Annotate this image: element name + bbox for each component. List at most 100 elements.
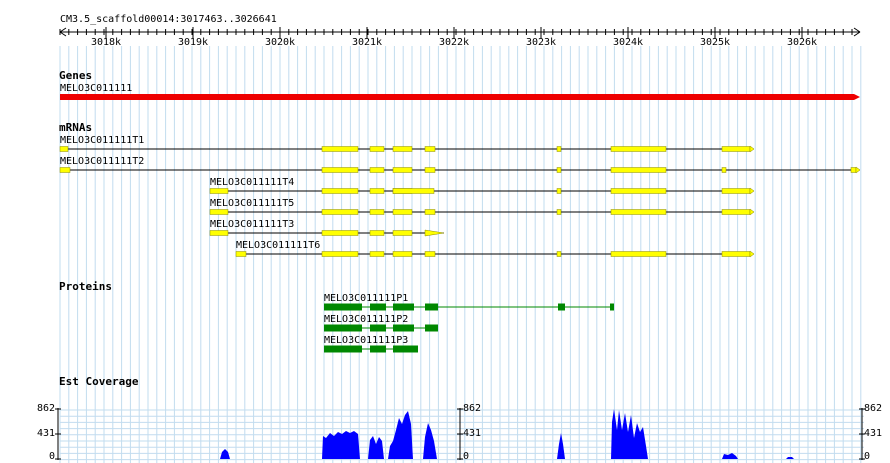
exon xyxy=(392,209,413,215)
exon xyxy=(392,230,413,236)
mrna-label-t5[interactable]: MELO3C011111T5 xyxy=(210,198,295,209)
coverage-peak xyxy=(388,411,413,459)
position-ruler xyxy=(59,27,861,38)
proteins-track xyxy=(324,303,614,353)
coverage-scale-max-left: 862 xyxy=(37,403,56,414)
protein-block xyxy=(324,324,362,332)
ruler-tick-label: 3026k xyxy=(786,37,818,48)
exon-end-arrow xyxy=(749,208,755,216)
mrna-label-t4[interactable]: MELO3C011111T4 xyxy=(210,177,295,188)
mrna-t4 xyxy=(209,187,755,195)
protein-p2 xyxy=(324,324,438,332)
coverage-peak xyxy=(557,433,565,459)
exon xyxy=(424,251,436,257)
exon xyxy=(321,251,359,257)
exon-end-arrow xyxy=(749,145,755,153)
exon xyxy=(392,188,435,194)
exon xyxy=(556,146,562,152)
coverage-scale-zero-left: 0 xyxy=(49,451,56,462)
proteins-track-header: Proteins xyxy=(59,280,112,293)
protein-block xyxy=(324,303,362,311)
exon xyxy=(424,146,436,152)
exon xyxy=(235,251,247,257)
coverage-peak xyxy=(786,457,794,459)
mrna-t3 xyxy=(209,229,445,237)
ruler-arrow-left xyxy=(59,27,67,37)
exon-end-arrow xyxy=(749,187,755,195)
exon-end-arrow xyxy=(424,229,445,237)
exon xyxy=(424,167,436,173)
exon xyxy=(610,167,667,173)
mrna-t5 xyxy=(209,208,755,216)
protein-block xyxy=(324,345,362,353)
exon xyxy=(321,209,359,215)
coverage-peak xyxy=(611,409,648,459)
protein-block xyxy=(558,303,565,311)
mrna-label-t6[interactable]: MELO3C011111T6 xyxy=(236,240,321,251)
exon xyxy=(610,251,667,257)
gene-label[interactable]: MELO3C011111 xyxy=(60,83,133,94)
mrna-t1 xyxy=(59,145,755,153)
mrnas-track xyxy=(59,145,861,258)
protein-block xyxy=(370,345,386,353)
exon xyxy=(610,188,667,194)
exon xyxy=(721,188,751,194)
coverage-scale-zero-mid: 0 xyxy=(463,451,470,462)
exon xyxy=(556,188,562,194)
coverage-scale-mid-left: 431 xyxy=(37,428,56,439)
exon-end-arrow xyxy=(749,250,755,258)
protein-p1 xyxy=(324,303,614,311)
exon xyxy=(392,251,413,257)
exon xyxy=(392,167,413,173)
exon xyxy=(721,146,751,152)
protein-block xyxy=(370,303,386,311)
exon xyxy=(59,146,69,152)
exon xyxy=(556,167,562,173)
ruler-tick-label: 3022k xyxy=(438,37,470,48)
coverage-scale-mid-right: 431 xyxy=(864,428,883,439)
mrna-t2 xyxy=(59,166,861,174)
protein-label-p1[interactable]: MELO3C011111P1 xyxy=(324,293,409,304)
ruler-tick-label: 3024k xyxy=(612,37,644,48)
mrna-label-t2[interactable]: MELO3C011111T2 xyxy=(60,156,145,167)
exon xyxy=(209,209,229,215)
exon-end-arrow xyxy=(855,166,861,174)
protein-label-p3[interactable]: MELO3C011111P3 xyxy=(324,335,409,346)
exon xyxy=(369,188,385,194)
exon xyxy=(369,146,385,152)
exon xyxy=(610,146,667,152)
exon xyxy=(321,188,359,194)
exon xyxy=(721,167,727,173)
exon xyxy=(321,146,359,152)
mrna-t6 xyxy=(235,250,755,258)
mrna-label-t3[interactable]: MELO3C011111T3 xyxy=(210,219,295,230)
genes-track xyxy=(60,94,860,100)
protein-label-p2[interactable]: MELO3C011111P2 xyxy=(324,314,409,325)
coverage-peak xyxy=(220,449,230,459)
mrna-label-t1[interactable]: MELO3C011111T1 xyxy=(60,135,145,146)
protein-p3 xyxy=(324,345,418,353)
ruler-tick-label: 3023k xyxy=(525,37,557,48)
coverage-peak xyxy=(722,453,738,459)
ruler-arrow-right xyxy=(853,27,861,37)
exon xyxy=(556,251,562,257)
coverage-peak xyxy=(423,423,437,459)
exon xyxy=(321,167,359,173)
est-coverage-track xyxy=(55,408,865,461)
ruler-tick-label: 3018k xyxy=(90,37,122,48)
coverage-peak xyxy=(322,431,360,459)
exon xyxy=(850,167,857,173)
ruler-title: CM3.5_scaffold00014:3017463..3026641 xyxy=(60,14,277,25)
protein-block xyxy=(393,345,418,353)
ruler-tick-label: 3020k xyxy=(264,37,296,48)
exon xyxy=(610,209,667,215)
protein-block xyxy=(610,303,614,311)
exon xyxy=(556,209,562,215)
protein-block xyxy=(393,324,414,332)
exon xyxy=(209,230,229,236)
exon xyxy=(721,209,751,215)
coverage-scale-max-right: 862 xyxy=(864,403,883,414)
ruler-tick-label: 3021k xyxy=(351,37,383,48)
exon xyxy=(369,251,385,257)
gene-feature xyxy=(60,94,860,100)
